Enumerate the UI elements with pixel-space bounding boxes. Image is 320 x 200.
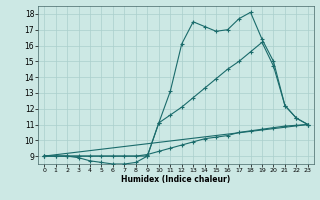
- X-axis label: Humidex (Indice chaleur): Humidex (Indice chaleur): [121, 175, 231, 184]
